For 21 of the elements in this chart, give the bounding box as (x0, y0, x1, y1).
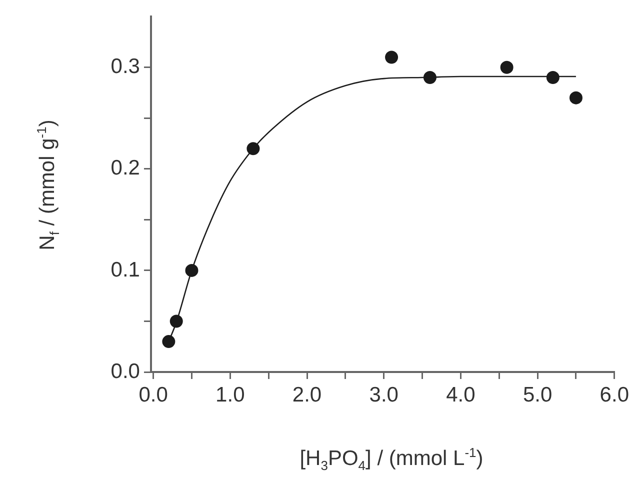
point (385, 50, 398, 64)
point (546, 71, 560, 84)
point (170, 314, 183, 328)
x-tick-label: 4.0 (446, 383, 476, 406)
point (569, 91, 582, 104)
x-tick-label: 6.0 (600, 383, 630, 406)
y-tick-label: 0.3 (110, 55, 140, 78)
point (162, 335, 176, 348)
point (185, 264, 198, 277)
x-tick-label: 5.0 (522, 383, 552, 406)
y-tick-label: 0.0 (110, 360, 140, 383)
x-tick-label: 2.0 (292, 383, 322, 406)
y-tick-label: 0.2 (110, 156, 140, 180)
x-tick-label: 0.0 (138, 383, 168, 406)
x-tick-label: 1.0 (216, 383, 245, 406)
point (423, 71, 436, 84)
point (246, 142, 260, 156)
x-tick-label: 3.0 (369, 383, 398, 406)
x-axis-title: [H$_{3}$PO$_{4}$] / (mmol L$^{-1}$) (298, 445, 484, 474)
y-tick-label: 0.1 (110, 258, 140, 282)
point (500, 60, 514, 74)
